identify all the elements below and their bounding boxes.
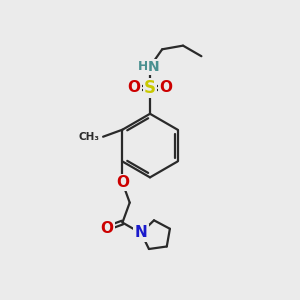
Text: O: O	[116, 175, 129, 190]
Text: N: N	[135, 225, 147, 240]
Text: H: H	[138, 60, 149, 73]
Text: S: S	[144, 79, 156, 97]
Text: CH₃: CH₃	[79, 132, 100, 142]
Text: O: O	[160, 80, 173, 95]
Text: O: O	[101, 220, 114, 236]
Text: O: O	[127, 80, 140, 95]
Text: N: N	[148, 60, 159, 74]
